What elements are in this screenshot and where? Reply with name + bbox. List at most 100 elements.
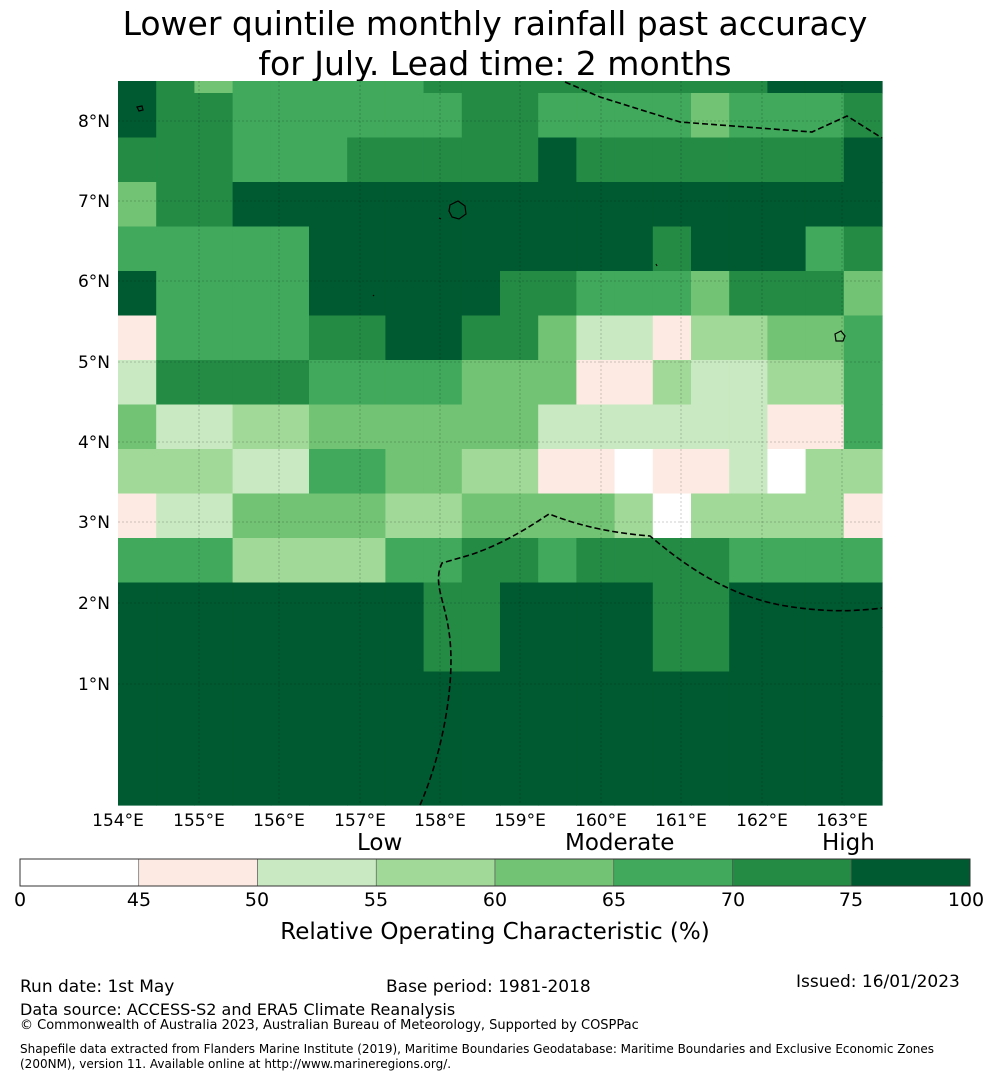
grid-cell bbox=[691, 760, 730, 806]
grid-cell bbox=[576, 493, 616, 539]
grid-cell bbox=[843, 404, 883, 450]
grid-cell bbox=[118, 315, 157, 361]
grid-cell bbox=[156, 760, 195, 806]
grid-cell bbox=[729, 627, 768, 673]
grid-cell bbox=[423, 449, 463, 495]
grid-cell bbox=[538, 404, 577, 450]
grid-cell bbox=[805, 582, 845, 628]
grid-cell bbox=[118, 137, 157, 183]
grid-cell bbox=[309, 226, 348, 272]
island-pohnpei bbox=[448, 200, 467, 220]
grid-cell bbox=[232, 81, 272, 94]
grid-cell bbox=[156, 493, 195, 539]
islet-1 bbox=[438, 217, 442, 220]
grid-cell bbox=[843, 271, 883, 317]
colorbar-segment bbox=[19, 858, 140, 887]
grid-cell bbox=[843, 671, 883, 717]
grid-cell bbox=[691, 182, 730, 228]
grid-cell bbox=[805, 226, 845, 272]
grid-cell bbox=[385, 627, 425, 673]
grid-cell bbox=[500, 271, 539, 317]
title-line-2: for July. Lead time: 2 months bbox=[258, 44, 732, 83]
grid-cell bbox=[767, 538, 807, 584]
grid-cell bbox=[270, 493, 310, 539]
grid-cell bbox=[194, 582, 234, 628]
grid-cell bbox=[576, 137, 616, 183]
grid-cell bbox=[347, 81, 386, 94]
grid-cell bbox=[156, 404, 195, 450]
grid-cell bbox=[194, 182, 234, 228]
grid-cell bbox=[423, 671, 463, 717]
colorbar-segment bbox=[613, 858, 733, 887]
grid-cell bbox=[423, 93, 463, 139]
grid-cell bbox=[767, 582, 807, 628]
colorbar-segment bbox=[732, 858, 852, 887]
latitude-label: 2°N bbox=[78, 594, 110, 614]
colorbar-segment bbox=[494, 858, 615, 887]
grid-cell bbox=[423, 404, 463, 450]
grid-cell bbox=[347, 538, 386, 584]
grid-cell bbox=[423, 538, 463, 584]
grid-cell bbox=[538, 627, 577, 673]
grid-cell bbox=[385, 226, 425, 272]
grid-cell bbox=[194, 360, 234, 406]
grid-cell bbox=[500, 716, 539, 762]
grid-cell bbox=[843, 582, 883, 628]
grid-cell bbox=[729, 538, 768, 584]
grid-cell bbox=[385, 449, 425, 495]
grid-cell bbox=[461, 493, 501, 539]
grid-cell bbox=[691, 716, 730, 762]
grid-cell bbox=[194, 760, 234, 806]
grid-cell bbox=[385, 93, 425, 139]
grid-cell bbox=[461, 81, 501, 94]
grid-cell bbox=[423, 760, 463, 806]
grid-cell bbox=[232, 449, 272, 495]
island-kosrae bbox=[834, 330, 846, 342]
grid-cell bbox=[118, 226, 157, 272]
grid-cell bbox=[614, 760, 654, 806]
grid-cell bbox=[729, 716, 768, 762]
grid-cell bbox=[309, 493, 348, 539]
grid-cell bbox=[461, 716, 501, 762]
grid-cell bbox=[156, 538, 195, 584]
grid-cell bbox=[347, 493, 386, 539]
grid-cell bbox=[652, 81, 692, 94]
islands bbox=[136, 105, 846, 342]
longitude-label: 160°E bbox=[575, 811, 627, 831]
grid-cell bbox=[652, 271, 692, 317]
grid-cell bbox=[538, 93, 577, 139]
grid-cell bbox=[843, 81, 883, 94]
grid-cell bbox=[652, 315, 692, 361]
grid-cell bbox=[194, 538, 234, 584]
grid-cell bbox=[767, 404, 807, 450]
grid-cell bbox=[347, 137, 386, 183]
grid-cell bbox=[194, 449, 234, 495]
grid-cell bbox=[385, 538, 425, 584]
grid-cell bbox=[500, 627, 539, 673]
grid-cell bbox=[843, 627, 883, 673]
grid-cell bbox=[614, 93, 654, 139]
grid-cell bbox=[347, 716, 386, 762]
grid-cell bbox=[156, 93, 195, 139]
grid-cell bbox=[270, 716, 310, 762]
grid-cell bbox=[156, 226, 195, 272]
grid-cell bbox=[691, 360, 730, 406]
grid-cell bbox=[423, 81, 463, 94]
islet-2 bbox=[655, 263, 658, 267]
grid-cell bbox=[576, 315, 616, 361]
grid-cell bbox=[461, 760, 501, 806]
grid-cell bbox=[805, 538, 845, 584]
grid-cell bbox=[118, 716, 157, 762]
grid-cell bbox=[385, 493, 425, 539]
grid-cell bbox=[614, 538, 654, 584]
grid-cell bbox=[347, 671, 386, 717]
grid-cell bbox=[118, 182, 157, 228]
grid-cell bbox=[843, 315, 883, 361]
grid-cell bbox=[576, 226, 616, 272]
grid-cell bbox=[576, 671, 616, 717]
grid-cell bbox=[423, 582, 463, 628]
grid-cell bbox=[461, 360, 501, 406]
grid-cell bbox=[691, 81, 730, 94]
longitude-label: 154°E bbox=[92, 811, 144, 831]
latitude-label: 3°N bbox=[78, 513, 110, 533]
